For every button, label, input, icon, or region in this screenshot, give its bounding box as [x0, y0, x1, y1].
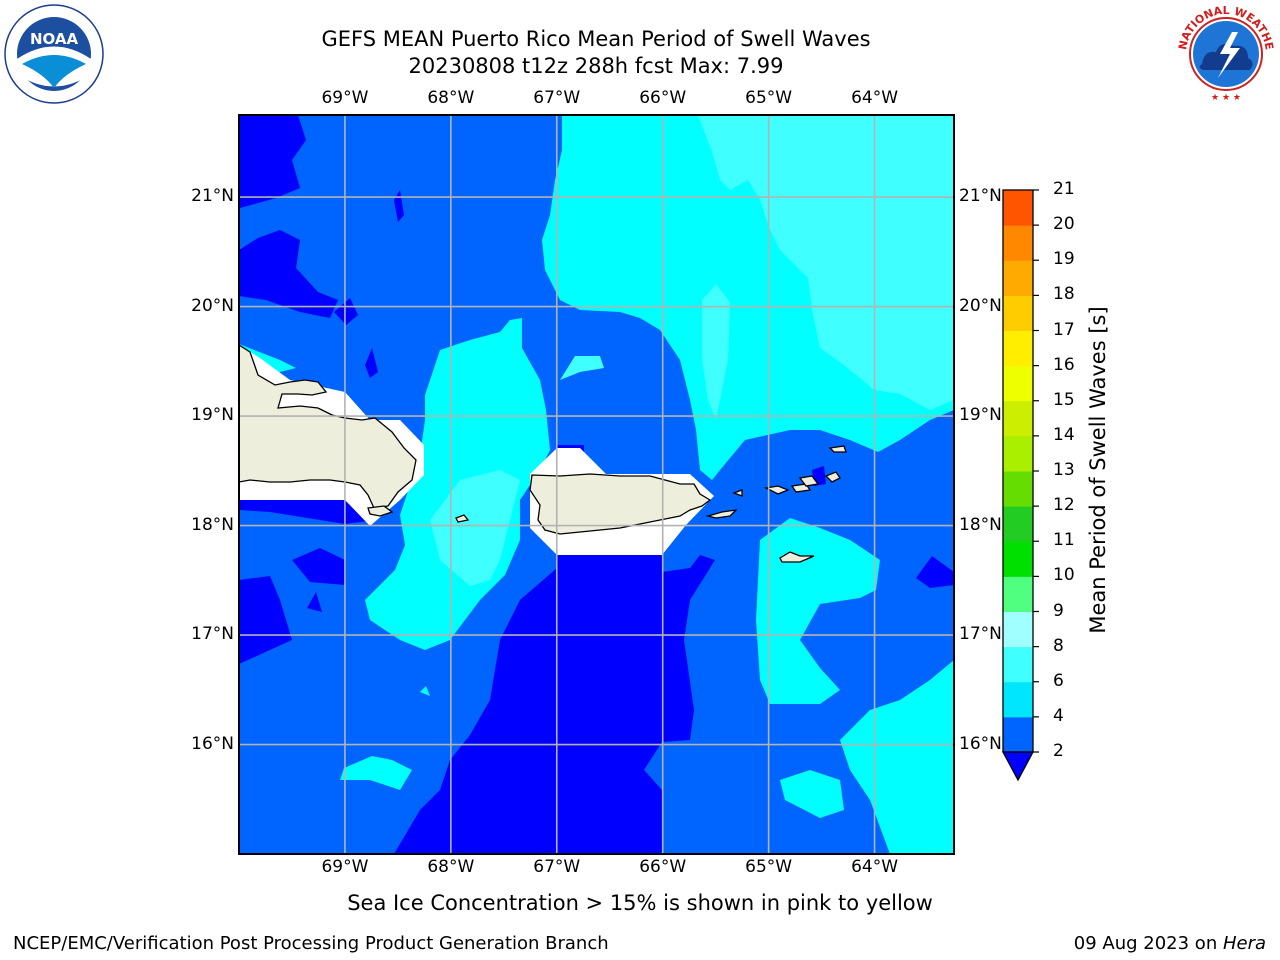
- svg-text:★ ★ ★: ★ ★ ★: [1211, 93, 1241, 103]
- colorbar-tick-label: 12: [1053, 495, 1075, 516]
- colorbar-tick-label: 2: [1053, 741, 1064, 761]
- colorbar-tick-label: 14: [1053, 424, 1075, 445]
- hispaniola-landmass: [239, 344, 417, 509]
- period-band-lt2: [239, 115, 954, 854]
- lat-label-left: 18°N: [191, 514, 234, 535]
- colorbar-extend-min: [1001, 751, 1035, 782]
- colorbar-segment: [1003, 225, 1033, 261]
- nws-logo-icon: NATIONAL WEATHER SERVICE ★ ★ ★: [1174, 2, 1276, 104]
- lat-label-left: 19°N: [191, 405, 234, 426]
- colorbar: [1001, 189, 1039, 782]
- lat-label-left: 20°N: [191, 295, 234, 316]
- colorbar-segment: [1003, 330, 1033, 367]
- colorbar-segment: [1003, 541, 1033, 577]
- colorbar-tick-label: 16: [1053, 354, 1075, 375]
- puerto-rico-landmass: [529, 473, 712, 535]
- colorbar-tick-label: 4: [1053, 705, 1064, 726]
- colorbar-tick-label: 9: [1053, 600, 1064, 621]
- colorbar-tick-label: 15: [1053, 389, 1075, 410]
- colorbar-tick-label: 21: [1053, 179, 1075, 199]
- colorbar-tick-label: 6: [1053, 670, 1064, 691]
- lon-label-bottom: 69°W: [321, 857, 369, 877]
- footer-credit: NCEP/EMC/Verification Post Processing Pr…: [13, 933, 609, 954]
- lon-label-bottom: 65°W: [745, 857, 793, 877]
- colorbar-tick-label: 18: [1053, 284, 1075, 305]
- colorbar-tick-label: 13: [1053, 460, 1075, 480]
- sea-ice-caption: Sea Ice Concentration > 15% is shown in …: [347, 891, 933, 915]
- lon-label-top: 69°W: [321, 88, 369, 108]
- colorbar-segment: [1003, 400, 1033, 437]
- lon-label-bottom: 67°W: [533, 857, 581, 877]
- colorbar-tick-label: 20: [1053, 214, 1075, 235]
- gridlines: [239, 115, 954, 854]
- colorbar-segment: [1003, 716, 1033, 753]
- footer-date-text: 09 Aug 2023 on: [1073, 933, 1223, 954]
- lat-label-right: 18°N: [959, 514, 1002, 535]
- lon-label-top: 68°W: [427, 88, 475, 108]
- colorbar-tick-label: 8: [1053, 635, 1064, 656]
- svg-text:NOAA: NOAA: [30, 30, 79, 48]
- lat-label-right: 16°N: [959, 733, 1002, 754]
- colorbar-segment: [1003, 506, 1033, 542]
- lon-label-bottom: 64°W: [851, 857, 899, 877]
- lon-label-top: 67°W: [533, 88, 581, 108]
- colorbar-label: Mean Period of Swell Waves [s]: [1086, 306, 1110, 634]
- colorbar-segment: [1003, 260, 1033, 296]
- lat-label-right: 19°N: [959, 405, 1002, 426]
- colorbar-segment: [1003, 611, 1033, 648]
- lat-label-right: 17°N: [959, 624, 1002, 645]
- colorbar-tick-label: 17: [1053, 319, 1075, 340]
- chart-title-line2: 20230808 t12z 288h fcst Max: 7.99: [408, 54, 784, 78]
- colorbar-tick-label: 19: [1053, 249, 1075, 270]
- colorbar-segment: [1003, 435, 1033, 472]
- noaa-logo-icon: NOAA: [4, 4, 104, 104]
- lon-label-top: 66°W: [639, 88, 687, 108]
- lat-label-left: 17°N: [191, 624, 234, 645]
- colorbar-segment: [1003, 295, 1033, 331]
- period-band-6-8: [430, 115, 954, 586]
- lat-label-right: 20°N: [959, 295, 1002, 316]
- lat-label-left: 16°N: [191, 733, 234, 754]
- colorbar-segment: [1003, 681, 1033, 718]
- colorbar-segment: [1003, 576, 1033, 612]
- colorbar-segment: [1003, 190, 1033, 226]
- footer-date: 09 Aug 2023 on Hera: [1074, 933, 1266, 954]
- colorbar-tick-label: 10: [1053, 565, 1075, 586]
- lon-label-top: 65°W: [745, 88, 793, 108]
- lat-label-right: 21°N: [959, 186, 1002, 207]
- land-masses: [239, 344, 847, 563]
- colorbar-segment: [1003, 646, 1033, 683]
- footer-host: Hera: [1222, 933, 1266, 954]
- map-frame: [238, 114, 955, 855]
- colorbar-segment: [1003, 365, 1033, 402]
- lon-label-bottom: 68°W: [427, 857, 475, 877]
- colorbar-tick-label: 11: [1053, 530, 1075, 551]
- lon-label-bottom: 66°W: [639, 857, 687, 877]
- colorbar-segment: [1003, 471, 1033, 507]
- chart-title-line1: GEFS MEAN Puerto Rico Mean Period of Swe…: [321, 27, 871, 51]
- lat-label-left: 21°N: [191, 186, 234, 207]
- lon-label-top: 64°W: [851, 88, 899, 108]
